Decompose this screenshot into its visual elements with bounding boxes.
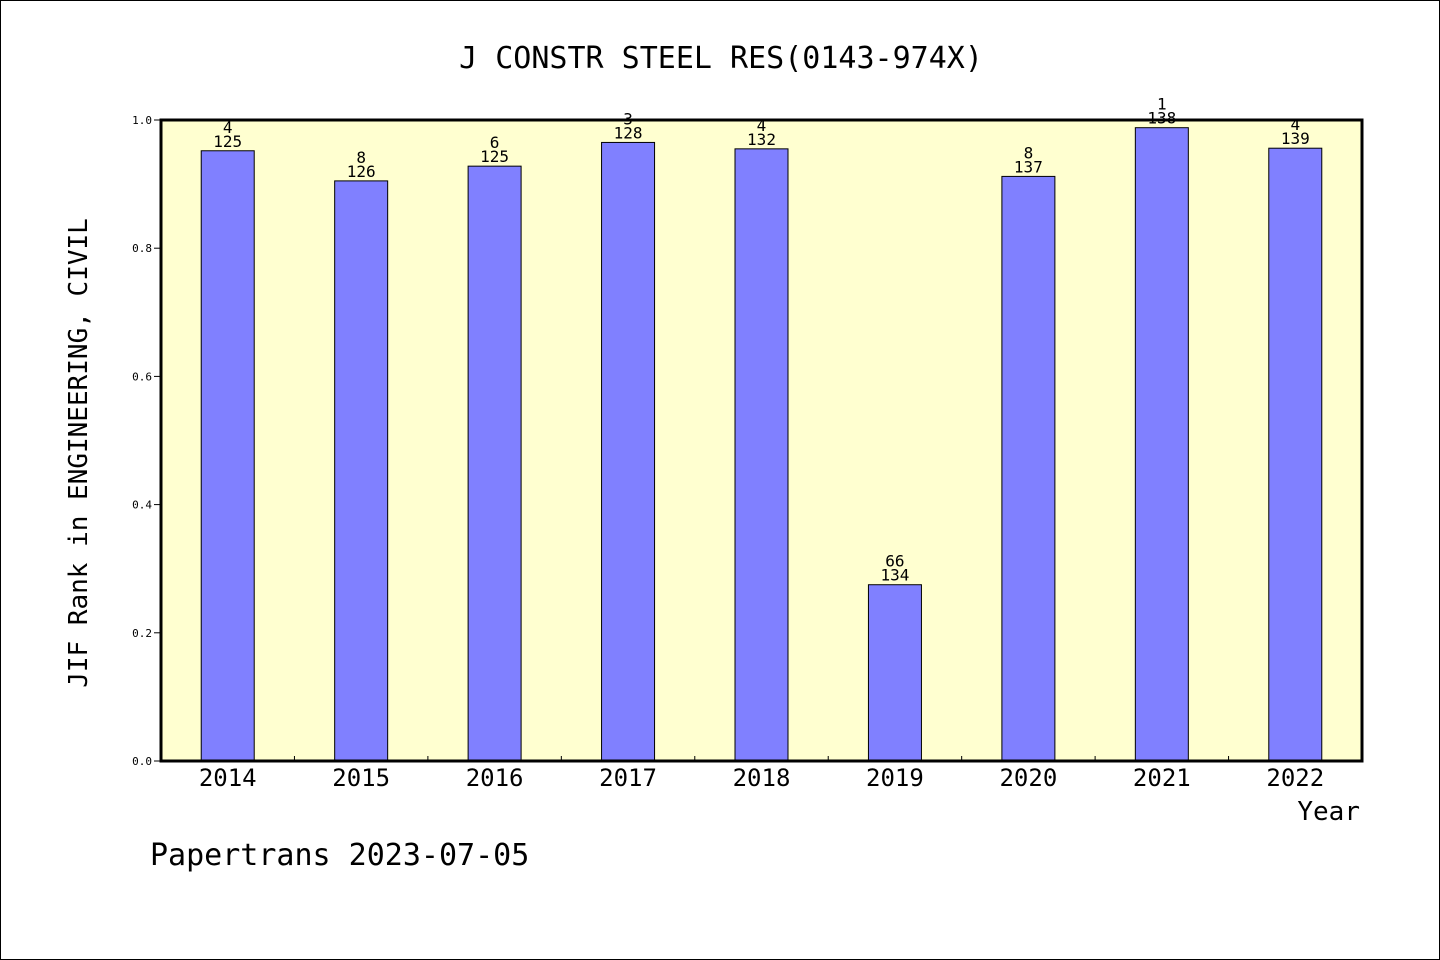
y-axis-title: JIF Rank in ENGINEERING, CIVIL (64, 218, 94, 688)
y-tick-label: 0.0 (132, 755, 152, 768)
bar-total-label: 126 (347, 162, 376, 181)
x-axis: 2014 2015 2016 2017 2018 2019 2020 2021 2022 (199, 756, 1324, 792)
x-tick-label: 2016 (466, 764, 524, 792)
x-tick-label: 2022 (1266, 764, 1324, 792)
y-tick-label: 1.0 (132, 114, 152, 127)
y-tick-label: 0.8 (132, 242, 152, 255)
x-tick-label: 2015 (332, 764, 390, 792)
bar-rank-label: 66 (885, 552, 904, 571)
x-tick-label: 2017 (599, 764, 657, 792)
footer-note: Papertrans 2023-07-05 (150, 838, 529, 873)
bar-2014 (200, 150, 255, 762)
bar-2020 (1001, 175, 1056, 762)
bars-layer (200, 127, 1323, 762)
x-axis-title: Year (1297, 797, 1360, 827)
bar-rank-label: 8 (1024, 143, 1034, 162)
bar-total-label: 128 (614, 123, 643, 142)
x-tick-label: 2021 (1133, 764, 1191, 792)
bar-2016 (467, 165, 522, 762)
y-tick-label: 0.6 (132, 370, 152, 383)
bar-rank-label: 4 (223, 118, 233, 137)
bar-rank-label: 4 (1290, 115, 1300, 134)
bar-total-label: 125 (213, 132, 242, 151)
x-tick-label: 2018 (733, 764, 791, 792)
bar-2015 (334, 180, 389, 762)
bar-total-label: 138 (1147, 109, 1176, 128)
y-tick-label: 0.2 (132, 627, 152, 640)
bar-total-label: 137 (1014, 157, 1043, 176)
x-tick-label: 2014 (199, 764, 257, 792)
bar-total-label: 134 (880, 566, 909, 585)
bar-2017 (601, 141, 656, 762)
y-axis: 0.0 0.2 0.4 0.6 0.8 1.0 (132, 114, 161, 768)
x-tick-label: 2019 (866, 764, 924, 792)
bar-2022 (1268, 147, 1323, 762)
bar-rank-label: 1 (1157, 95, 1167, 114)
bar-total-label: 125 (480, 147, 509, 166)
bar-rank-label: 4 (757, 116, 767, 135)
bar-2019 (867, 584, 922, 762)
bar-rank-label: 3 (623, 109, 633, 128)
bar-rank-label: 6 (490, 133, 500, 152)
bar-rank-label: 8 (356, 148, 366, 167)
plot-frame (159, 118, 1364, 763)
bar-total-label: 132 (747, 130, 776, 149)
y-tick-label: 0.4 (132, 499, 152, 512)
x-tick-label: 2020 (999, 764, 1057, 792)
bar-2021 (1134, 127, 1189, 762)
bar-total-label: 139 (1281, 129, 1310, 148)
chart-title: J CONSTR STEEL RES(0143-974X) (459, 41, 983, 76)
bar-2018 (734, 148, 789, 762)
